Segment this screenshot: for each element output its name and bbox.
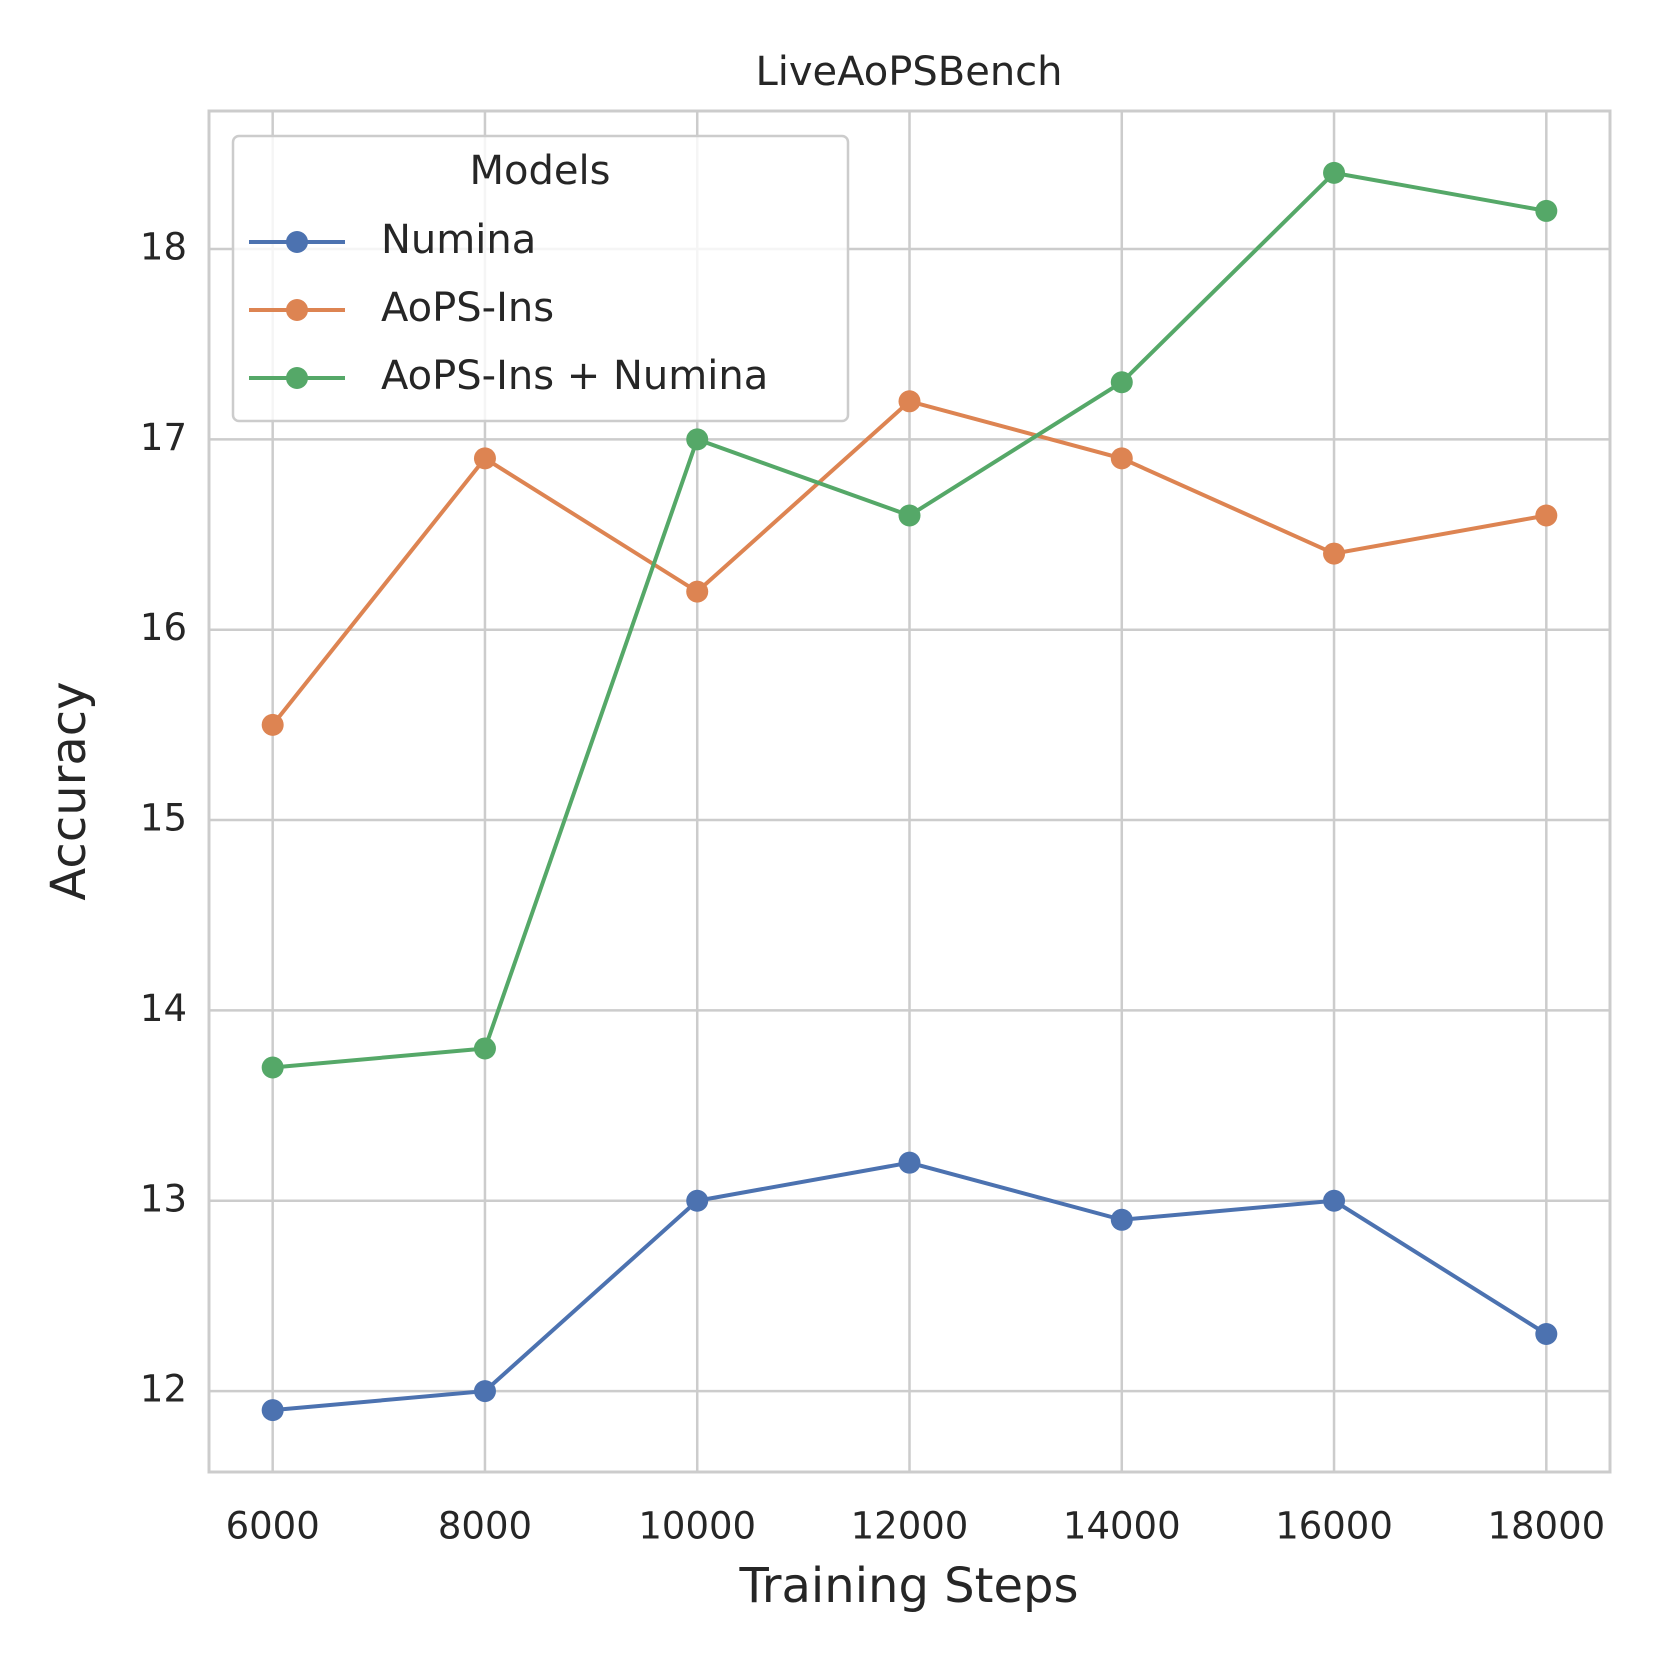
data-point	[898, 1151, 921, 1174]
data-point	[898, 504, 921, 527]
data-point	[1323, 542, 1346, 565]
data-point	[1110, 1208, 1133, 1231]
x-tick-label: 10000	[638, 1505, 756, 1548]
legend-box	[231, 134, 850, 423]
data-point	[686, 580, 709, 603]
x-tick-label: 6000	[226, 1505, 320, 1548]
data-point	[1323, 161, 1346, 184]
legend-marker	[286, 299, 308, 321]
x-tick-label: 16000	[1275, 1505, 1393, 1548]
data-point	[686, 428, 709, 451]
x-tick-label: 14000	[1063, 1505, 1181, 1548]
x-axis-label: Training Steps	[739, 1558, 1079, 1614]
chart-title: LiveAoPSBench	[755, 49, 1062, 95]
x-tick-label: 12000	[851, 1505, 969, 1548]
data-point	[898, 390, 921, 413]
legend-label: AoPS-Ins + Numina	[381, 353, 768, 399]
y-tick-label: 12	[140, 1368, 187, 1411]
legend-label: Numina	[381, 217, 536, 263]
y-tick-label: 17	[140, 416, 187, 459]
legend-marker	[286, 367, 308, 389]
data-point	[686, 1189, 709, 1212]
data-point	[261, 1056, 284, 1079]
y-tick-label: 18	[140, 226, 187, 269]
data-point	[1535, 1322, 1558, 1345]
data-point	[473, 1380, 496, 1403]
data-point	[473, 447, 496, 470]
plot-frame	[207, 109, 1612, 1474]
x-tick-label: 8000	[438, 1505, 532, 1548]
y-tick-label: 16	[140, 606, 187, 649]
legend-title: Models	[470, 148, 611, 194]
y-axis-label: Accuracy	[41, 681, 97, 900]
data-point	[1110, 371, 1133, 394]
x-tick-label: 18000	[1487, 1505, 1605, 1548]
data-point	[1535, 199, 1558, 222]
data-point	[1110, 447, 1133, 470]
legend: Models Numina AoPS-Ins AoPS-Ins + Numina	[231, 134, 850, 423]
data-point	[1323, 1189, 1346, 1212]
data-point	[261, 1399, 284, 1422]
y-tick-label: 14	[140, 987, 187, 1030]
y-tick-label: 13	[140, 1177, 187, 1220]
y-tick-label: 15	[140, 797, 187, 840]
data-point	[261, 713, 284, 736]
legend-label: AoPS-Ins	[381, 285, 554, 331]
data-point	[473, 1037, 496, 1060]
legend-marker	[286, 231, 308, 253]
data-point	[1535, 504, 1558, 527]
